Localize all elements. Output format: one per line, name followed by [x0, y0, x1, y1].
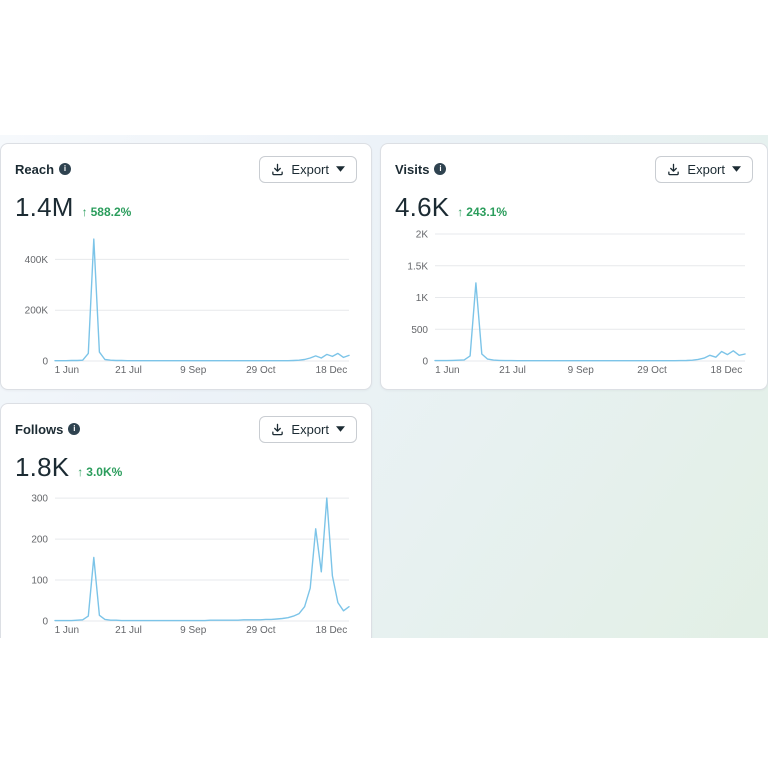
reach-export-button[interactable]: Export [259, 155, 357, 183]
info-icon[interactable]: i [68, 423, 81, 435]
reach-chart-area: 0 200K 400K 1 Jun 21 Jul 9 Sep 29 Oct 18 Dec [15, 228, 357, 377]
follows-chart-area: 0 100 200 300 1 Jun 21 Jul 9 Sep 29 Oct 18 Dec [15, 488, 357, 637]
svg-text:18 Dec: 18 Dec [316, 625, 348, 636]
follows-title-wrap: Follows i [15, 421, 81, 437]
up-arrow-icon: ↑ [81, 205, 88, 219]
svg-text:29 Oct: 29 Oct [637, 365, 667, 376]
visits-line-chart: 0 500 1K 1.5K 2K 1 Jun 21 Jul 9 Sep 29 Oct 18 Dec [407, 230, 746, 376]
visits-delta: ↑ 243.1% [457, 205, 507, 219]
svg-text:100: 100 [31, 576, 48, 587]
download-icon [271, 163, 284, 176]
follows-delta-value: 3.0K% [86, 465, 123, 479]
follows-export-label: Export [291, 421, 329, 437]
svg-text:1K: 1K [416, 293, 429, 304]
svg-text:300: 300 [31, 494, 48, 505]
svg-text:2K: 2K [416, 230, 429, 241]
svg-text:21 Jul: 21 Jul [115, 625, 142, 636]
follows-delta: ↑ 3.0K% [77, 465, 122, 479]
follows-card-header: Follows i Export [15, 415, 357, 443]
visits-export-button[interactable]: Export [655, 155, 753, 183]
download-icon [667, 163, 680, 176]
visits-card-title: Visits [395, 161, 430, 177]
svg-text:0: 0 [42, 617, 48, 628]
up-arrow-icon: ↑ [457, 205, 464, 219]
follows-card: Follows i Export 1.8K ↑ 3.0K% 0 100 200 300… [0, 403, 372, 638]
download-icon [271, 423, 284, 436]
chevron-down-icon [732, 166, 741, 172]
svg-text:1 Jun: 1 Jun [435, 365, 459, 376]
visits-card-header: Visits i Export [395, 155, 753, 183]
reach-card-header: Reach i Export [15, 155, 357, 183]
chevron-down-icon [336, 426, 345, 432]
info-icon[interactable]: i [434, 163, 447, 175]
reach-delta-value: 588.2% [90, 205, 132, 219]
insights-dashboard: Reach i Export 1.4M ↑ 588.2% 0 200K 400K 1 … [0, 135, 768, 638]
chevron-down-icon [336, 166, 345, 172]
svg-text:29 Oct: 29 Oct [246, 625, 276, 636]
follows-metric-row: 1.8K ↑ 3.0K% [15, 452, 357, 484]
follows-card-title: Follows [15, 421, 64, 437]
svg-text:18 Dec: 18 Dec [711, 365, 743, 376]
svg-text:1.5K: 1.5K [407, 261, 428, 272]
svg-text:200: 200 [31, 535, 48, 546]
info-icon[interactable]: i [59, 163, 72, 175]
svg-text:9 Sep: 9 Sep [568, 365, 595, 376]
svg-text:21 Jul: 21 Jul [499, 365, 526, 376]
up-arrow-icon: ↑ [77, 465, 84, 479]
visits-chart-area: 0 500 1K 1.5K 2K 1 Jun 21 Jul 9 Sep 29 Oct 18 Dec [395, 228, 753, 377]
reach-export-label: Export [291, 161, 329, 177]
svg-text:29 Oct: 29 Oct [246, 365, 276, 376]
svg-text:1 Jun: 1 Jun [55, 365, 79, 376]
visits-delta-value: 243.1% [466, 205, 507, 219]
svg-text:9 Sep: 9 Sep [180, 625, 207, 636]
visits-value: 4.6K [395, 192, 450, 222]
visits-export-label: Export [687, 161, 725, 177]
reach-delta: ↑ 588.2% [82, 205, 132, 219]
svg-text:21 Jul: 21 Jul [115, 365, 142, 376]
svg-text:9 Sep: 9 Sep [180, 365, 207, 376]
follows-line-chart: 0 100 200 300 1 Jun 21 Jul 9 Sep 29 Oct 18 Dec [31, 494, 350, 636]
follows-export-button[interactable]: Export [259, 415, 357, 443]
reach-card: Reach i Export 1.4M ↑ 588.2% 0 200K 400K 1 … [0, 143, 372, 390]
reach-line-chart: 0 200K 400K 1 Jun 21 Jul 9 Sep 29 Oct 18 Dec [25, 238, 350, 376]
svg-text:400K: 400K [25, 255, 49, 266]
visits-title-wrap: Visits i [395, 161, 447, 177]
reach-metric-row: 1.4M ↑ 588.2% [15, 192, 357, 224]
svg-text:500: 500 [411, 325, 428, 336]
svg-text:0: 0 [422, 357, 428, 368]
visits-card: Visits i Export 4.6K ↑ 243.1% 0 500 1K 1.5K… [380, 143, 768, 390]
reach-value: 1.4M [15, 192, 74, 222]
visits-metric-row: 4.6K ↑ 243.1% [395, 192, 753, 224]
follows-value: 1.8K [15, 452, 70, 482]
svg-text:0: 0 [42, 357, 48, 368]
reach-card-title: Reach [15, 161, 55, 177]
svg-text:200K: 200K [25, 306, 49, 317]
svg-text:1 Jun: 1 Jun [55, 625, 79, 636]
svg-text:18 Dec: 18 Dec [316, 365, 348, 376]
reach-title-wrap: Reach i [15, 161, 72, 177]
